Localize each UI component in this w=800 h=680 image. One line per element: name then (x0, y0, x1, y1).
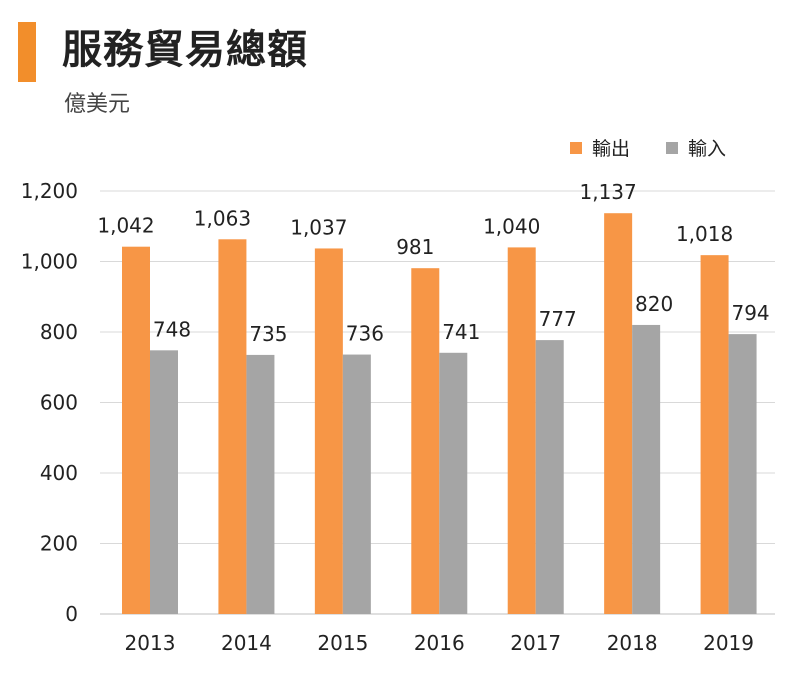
x-tick-label: 2018 (607, 631, 658, 655)
y-tick-label: 200 (40, 532, 78, 556)
bar-import (246, 354, 275, 614)
data-label-import: 777 (539, 307, 577, 331)
data-label-import: 735 (249, 322, 287, 346)
bar-export (700, 255, 729, 614)
data-labels: 1,042 748 1,063 735 1,037 736 981 741 1,040 777 1,… (97, 180, 769, 346)
bar-import (150, 350, 178, 614)
data-label-export: 1,137 (580, 180, 637, 204)
x-tick-label: 2017 (510, 631, 561, 655)
bar-import (728, 334, 757, 614)
bar-export (218, 239, 247, 615)
y-tick-label: 1,000 (21, 250, 78, 274)
x-tick-label: 2015 (317, 631, 368, 655)
x-tick-label: 2016 (414, 631, 465, 655)
data-label-import: 736 (346, 322, 384, 346)
x-tick-label: 2019 (703, 631, 754, 655)
data-label-export: 1,063 (194, 206, 251, 230)
chart-title: 服務貿易總額 (62, 27, 308, 73)
data-label-import: 741 (442, 320, 480, 344)
data-label-export: 1,037 (290, 215, 347, 239)
data-label-import: 794 (731, 301, 769, 325)
y-axis: 0 200 400 600 800 1,000 1,200 (21, 179, 78, 626)
data-label-export: 981 (396, 235, 434, 259)
bars (122, 213, 757, 615)
bar-import (439, 352, 468, 614)
unit-label: 億美元 (64, 92, 131, 117)
x-axis: 2013 2014 2015 2016 2017 2018 2019 (125, 631, 754, 655)
bar-import (342, 354, 371, 614)
y-tick-label: 1,200 (21, 179, 78, 203)
data-label-import: 748 (153, 317, 191, 341)
data-label-export: 1,040 (483, 214, 540, 238)
title-accent-bar (18, 22, 36, 82)
legend: 輸出 輸入 (570, 134, 726, 161)
bar-export (314, 248, 343, 614)
y-tick-label: 400 (40, 461, 78, 485)
legend-swatch-export (570, 141, 582, 154)
bar-export (122, 246, 150, 614)
y-tick-label: 0 (65, 602, 78, 626)
legend-swatch-import (666, 141, 679, 154)
data-label-export: 1,018 (676, 222, 733, 246)
bar-import (535, 340, 564, 614)
bar-import (632, 324, 661, 614)
bar-export (604, 213, 633, 614)
data-label-export: 1,042 (97, 214, 154, 238)
legend-item-export: 輸出 (570, 134, 630, 161)
bar-export (507, 247, 536, 614)
legend-label-export: 輸出 (592, 138, 631, 160)
y-tick-label: 800 (40, 320, 78, 344)
legend-item-import: 輸入 (666, 134, 726, 161)
y-tick-label: 600 (40, 391, 78, 415)
x-tick-label: 2014 (221, 631, 272, 655)
bar-export (411, 268, 440, 614)
x-tick-label: 2013 (125, 631, 176, 655)
data-label-import: 820 (635, 292, 673, 316)
legend-label-import: 輸入 (688, 138, 727, 160)
